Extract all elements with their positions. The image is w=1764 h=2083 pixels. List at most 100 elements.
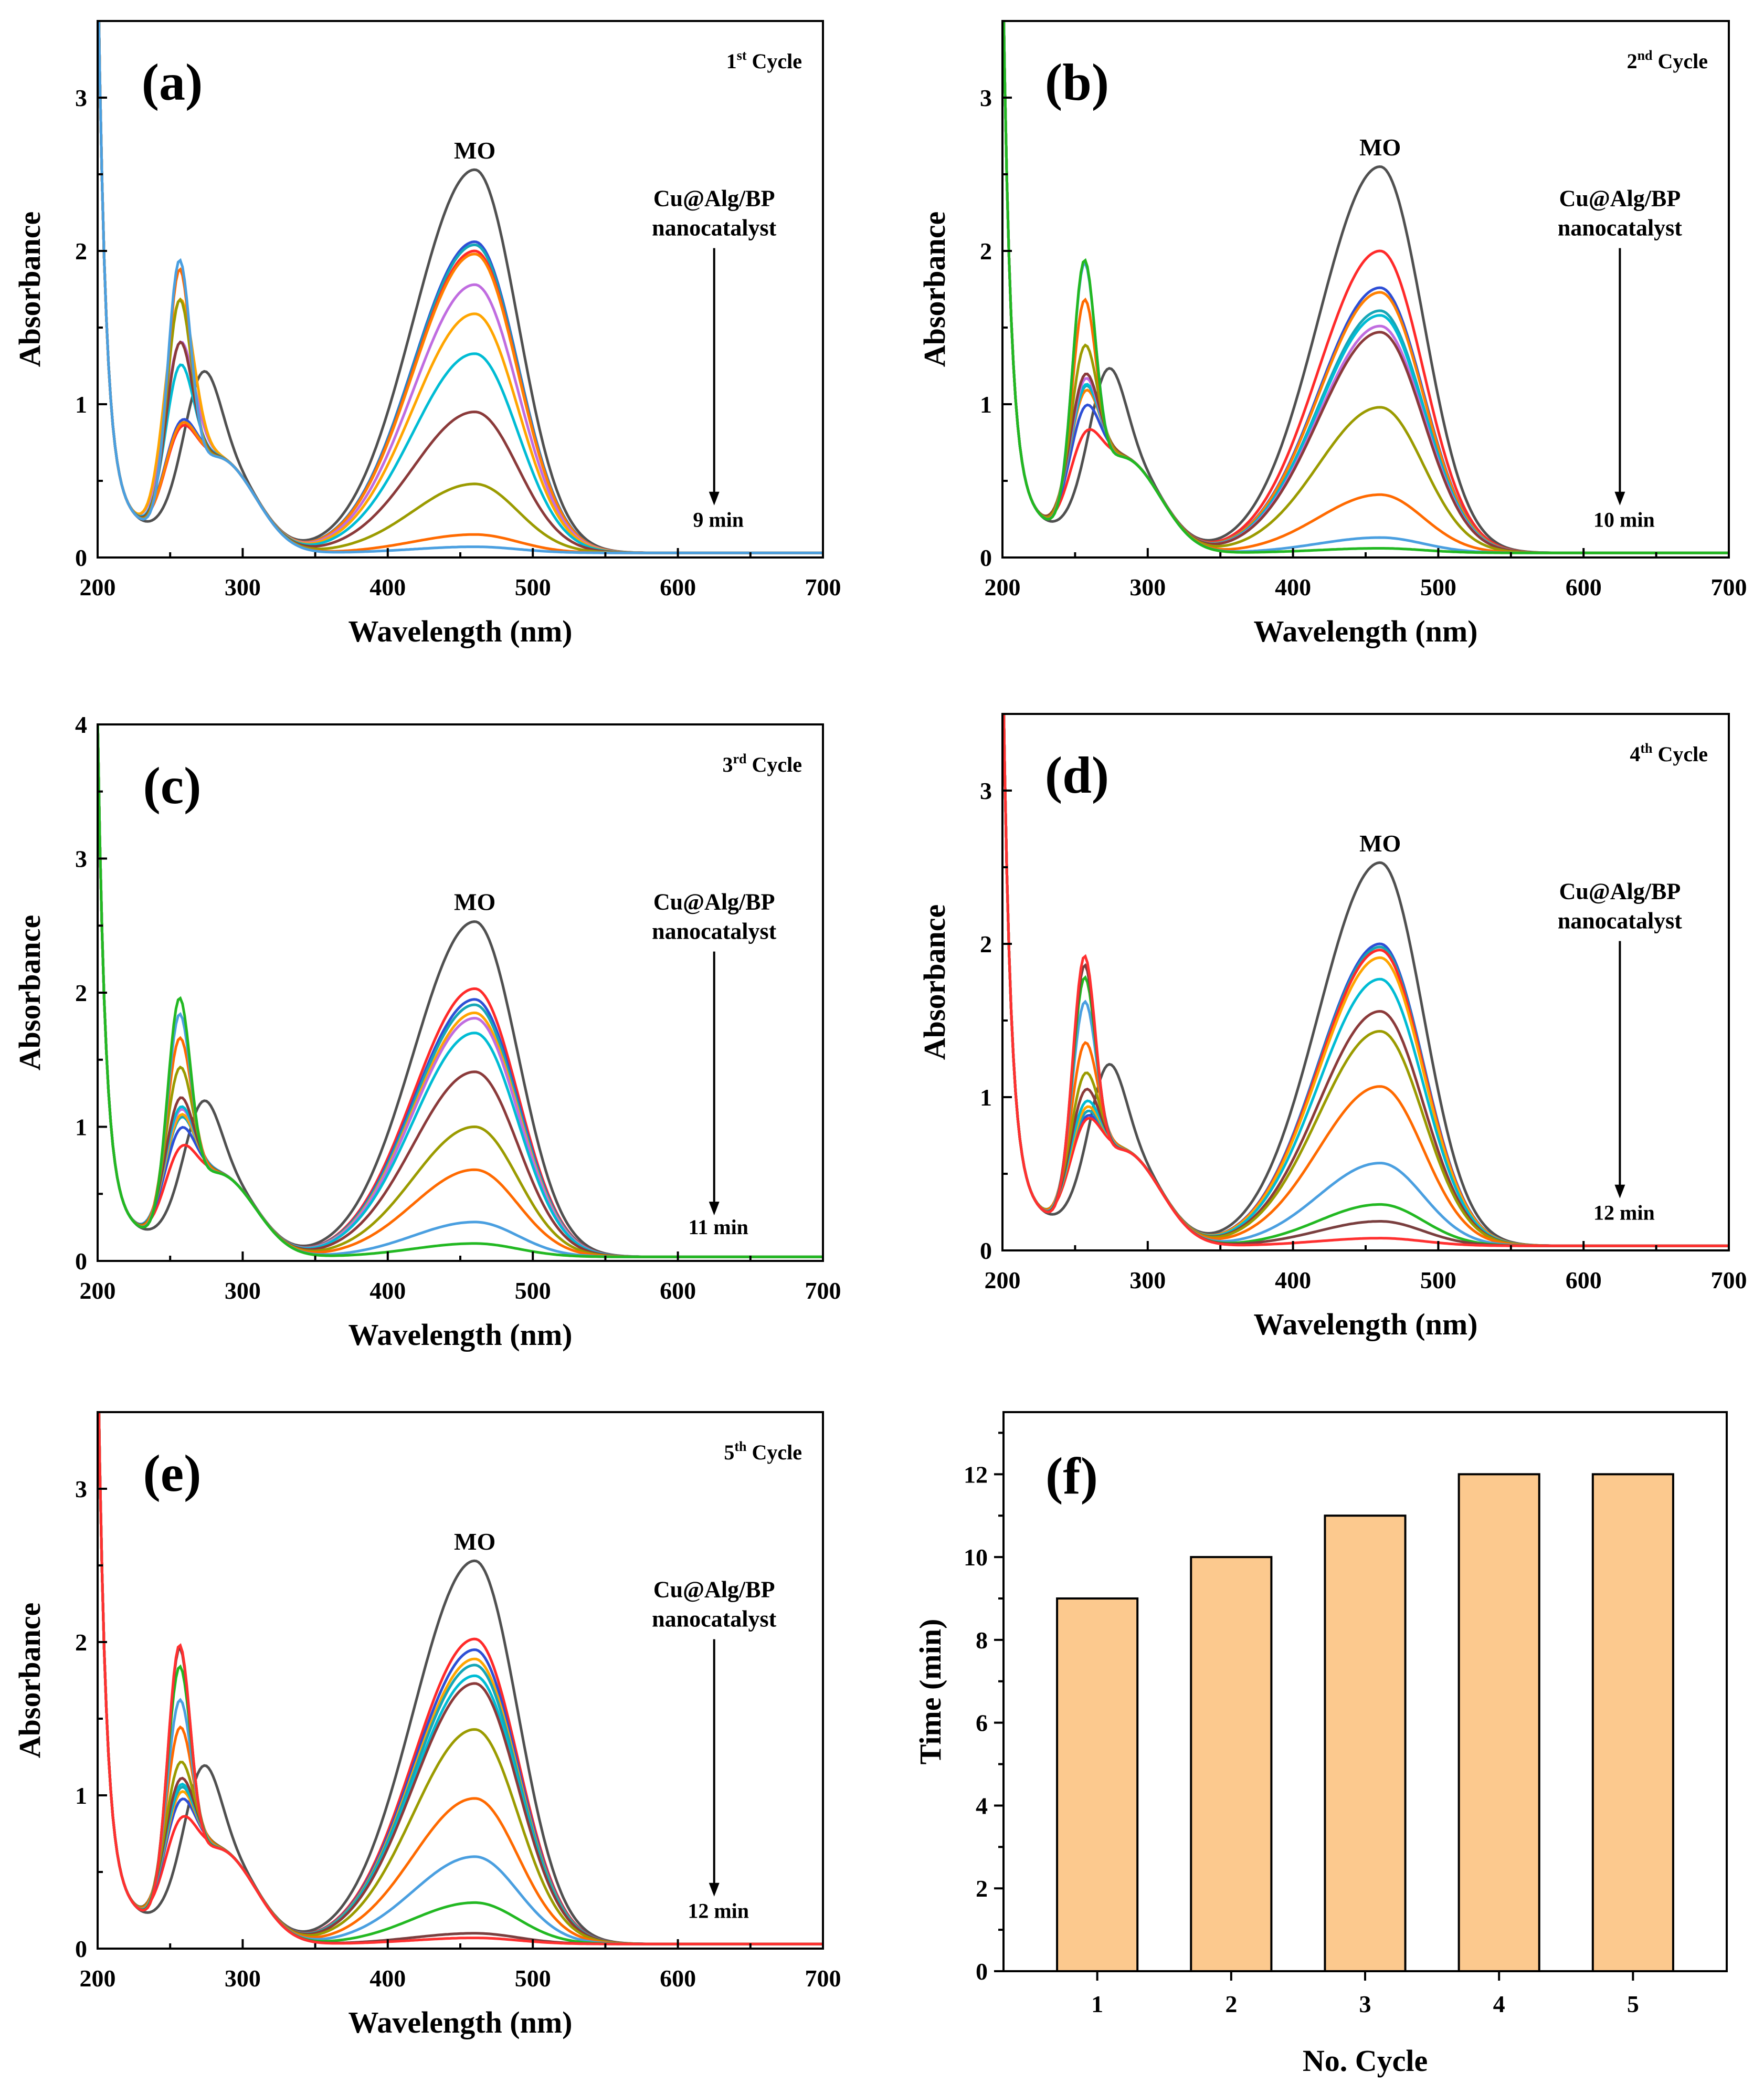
x-tick-label: 200 xyxy=(985,1267,1021,1293)
catalyst-label-line1: Cu@Alg/BP xyxy=(1559,879,1681,904)
y-tick-label: 1 xyxy=(75,391,87,418)
x-tick-label: 600 xyxy=(1566,574,1602,601)
catalyst-label-line2: nanocatalyst xyxy=(652,919,776,944)
series-line-t11 xyxy=(98,724,822,1258)
cycle-suffix: nd xyxy=(1638,48,1653,63)
series-group xyxy=(98,724,822,1258)
y-tick-label: 4 xyxy=(75,711,87,738)
x-tick-label: 2 xyxy=(1225,1991,1237,2017)
y-tick-label: 2 xyxy=(75,1629,87,1656)
x-tick-label: 700 xyxy=(805,1965,841,1992)
x-tick-label: 700 xyxy=(1711,1267,1747,1293)
panel-label: (c) xyxy=(143,756,202,815)
y-axis-label: Absorbance xyxy=(13,1603,47,1758)
y-axis-label: Absorbance xyxy=(13,915,47,1070)
bar-cycle-4 xyxy=(1457,1473,1540,1973)
x-tick-label: 500 xyxy=(515,1965,551,1992)
x-tick-label: 200 xyxy=(985,574,1021,601)
arrow-head-icon xyxy=(709,491,720,506)
x-tick-label: 400 xyxy=(369,1277,406,1304)
chart-svg-b: 200 300 400 500 600 700 0 1 2 3 Wavelength (nm) Abs… xyxy=(917,20,1747,648)
series-line-t11 xyxy=(98,21,822,554)
cycle-suffix: st xyxy=(737,48,747,63)
y-tick-label: 3 xyxy=(980,777,992,804)
panel-e: 200 300 400 500 600 700 0 1 2 3 Wavelength (nm) Abs… xyxy=(0,1381,882,2083)
catalyst-label-line2: nanocatalyst xyxy=(1558,908,1682,934)
y-tick-label: 0 xyxy=(75,1935,87,1962)
series-line-t12 xyxy=(1002,714,1728,1247)
series-group xyxy=(1002,21,1728,554)
x-tick-label: 500 xyxy=(515,1277,551,1304)
arrow-head-icon xyxy=(1614,491,1625,506)
mo-peak-label: MO xyxy=(1359,134,1401,161)
panel-label: (e) xyxy=(143,1444,202,1502)
x-tick-label: 300 xyxy=(225,1277,261,1304)
chart-svg-a: 200 300 400 500 600 700 0 1 2 3 Wavelength (nm) Abs… xyxy=(13,20,841,648)
y-tick-label: 2 xyxy=(976,1875,988,1902)
x-tick-label: 500 xyxy=(515,574,551,601)
cycle-number: 1 xyxy=(726,49,737,73)
cycle-word: Cycle xyxy=(752,753,802,776)
x-tick-label: 600 xyxy=(1566,1267,1602,1293)
x-tick-label: 3 xyxy=(1359,1991,1371,2017)
panel-d: 200 300 400 500 600 700 0 1 2 3 Wavelength (nm) Abs… xyxy=(882,693,1764,1381)
x-tick-label: 300 xyxy=(1129,1267,1166,1293)
y-tick-label: 0 xyxy=(976,1958,988,1985)
chart-svg-e: 200 300 400 500 600 700 0 1 2 3 Wavelength (nm) Abs… xyxy=(13,1411,841,2039)
panel-c: 200 300 400 500 600 700 0 1 2 3 4 Wavelength (nm) Ab… xyxy=(0,693,882,1381)
time-label: 12 min xyxy=(688,1899,749,1923)
y-tick-label: 1 xyxy=(980,1084,992,1111)
catalyst-label-line2: nanocatalyst xyxy=(1558,215,1682,241)
bar-cycle-3 xyxy=(1324,1514,1407,1972)
y-tick-label: 1 xyxy=(75,1782,87,1809)
x-tick-label: 700 xyxy=(1711,574,1747,601)
x-tick-label: 500 xyxy=(1420,574,1456,601)
y-tick-label: 10 xyxy=(964,1544,988,1571)
time-label: 11 min xyxy=(688,1215,748,1239)
bar-cycle-2 xyxy=(1190,1556,1273,1973)
y-tick-label: 2 xyxy=(980,931,992,958)
x-tick-label: 700 xyxy=(805,574,841,601)
catalyst-label-line1: Cu@Alg/BP xyxy=(653,186,775,212)
cycle-number: 3 xyxy=(722,753,733,776)
panel-label: (d) xyxy=(1045,746,1109,804)
catalyst-label-line1: Cu@Alg/BP xyxy=(653,889,775,915)
y-tick-label: 2 xyxy=(75,980,87,1006)
panel-f: 1 2 3 4 5 0 2 4 6 8 10 12 No. Cycle Time (min) (f) xyxy=(882,1381,1764,2083)
cycle-word: Cycle xyxy=(752,49,802,73)
mo-peak-label: MO xyxy=(454,1528,495,1555)
cycle-label: 4th Cycle xyxy=(1630,741,1708,766)
y-tick-label: 0 xyxy=(980,544,992,571)
cycle-word: Cycle xyxy=(752,1440,802,1464)
cycle-label: 5th Cycle xyxy=(724,1439,802,1464)
mo-peak-label: MO xyxy=(454,137,495,164)
y-axis-label: Time (min) xyxy=(913,1619,947,1765)
bar-cycle-1 xyxy=(1056,1597,1139,1972)
cycle-label: 1st Cycle xyxy=(726,48,802,73)
x-tick-label: 600 xyxy=(660,574,696,601)
x-tick-label: 400 xyxy=(1275,1267,1311,1293)
chart-svg-d: 200 300 400 500 600 700 0 1 2 3 Wavelength (nm) Abs… xyxy=(917,713,1747,1341)
x-tick-label: 200 xyxy=(80,1277,116,1304)
y-tick-label: 8 xyxy=(976,1627,988,1654)
y-tick-label: 3 xyxy=(75,1476,87,1502)
arrow-head-icon xyxy=(1614,1184,1625,1198)
panel-label: (b) xyxy=(1045,53,1109,111)
y-tick-label: 2 xyxy=(980,238,992,265)
cycle-number: 4 xyxy=(1630,742,1640,766)
cycle-number: 5 xyxy=(724,1440,734,1464)
catalyst-label-line2: nanocatalyst xyxy=(652,1606,776,1632)
arrow-head-icon xyxy=(709,1202,720,1216)
cycle-number: 2 xyxy=(1627,49,1638,73)
panel-label: (a) xyxy=(142,53,203,111)
x-axis-label: Wavelength (nm) xyxy=(348,614,573,648)
y-tick-label: 0 xyxy=(980,1237,992,1264)
catalyst-label-line1: Cu@Alg/BP xyxy=(1559,186,1681,212)
x-axis-label: Wavelength (nm) xyxy=(1254,1307,1478,1341)
time-label: 12 min xyxy=(1593,1201,1655,1225)
y-tick-label: 2 xyxy=(75,238,87,265)
y-tick-label: 4 xyxy=(976,1792,988,1819)
x-tick-label: 700 xyxy=(805,1277,841,1304)
y-tick-label: 12 xyxy=(964,1461,988,1488)
